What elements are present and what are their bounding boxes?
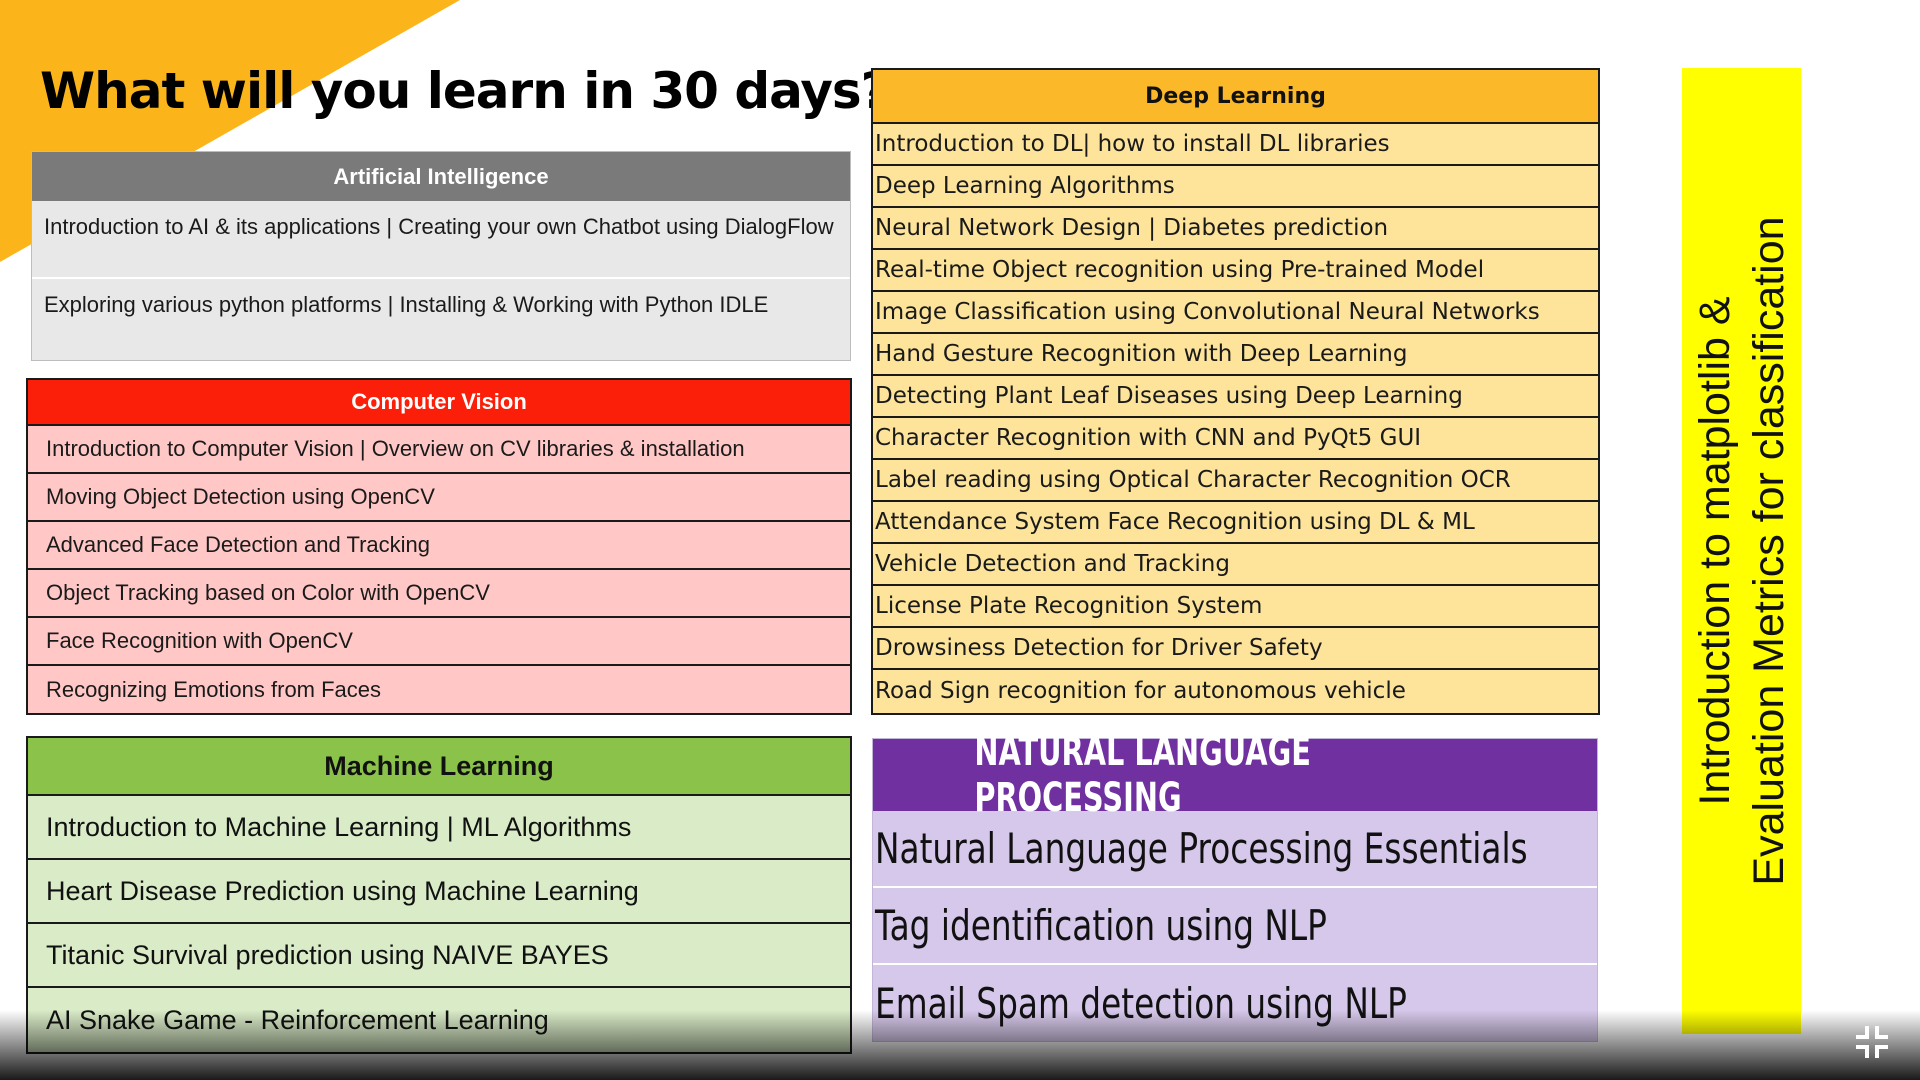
- dl-item-11: Vehicle Detection and Tracking: [873, 544, 1598, 586]
- dl-section: Deep Learning Introduction to DL| how to…: [871, 68, 1600, 715]
- dl-item-14: Road Sign recognition for autonomous veh…: [875, 678, 1406, 704]
- dl-item-13: Drowsiness Detection for Driver Safety: [873, 628, 1598, 670]
- banner-line-2: Evaluation Metrics for classification: [1744, 216, 1793, 886]
- cv-item-6: Recognizing Emotions from Faces: [46, 677, 382, 702]
- cv-section: Computer Vision Introduction to Computer…: [26, 378, 852, 715]
- nlp-item-1: Natural Language Processing Essentials: [873, 811, 1597, 888]
- dl-item-10: Attendance System Face Recognition using…: [873, 502, 1598, 544]
- ml-section: Machine Learning Introduction to Machine…: [26, 736, 852, 1054]
- nlp-item-2-label: Tag identification using NLP: [875, 901, 1327, 950]
- dl-item-5: Image Classification using Convolutional…: [873, 292, 1598, 334]
- nlp-header: NATURAL LANGUAGE PROCESSING: [873, 729, 1597, 821]
- cv-item-3: Advanced Face Detection and Tracking: [28, 522, 850, 570]
- ml-item-3: Titanic Survival prediction using NAIVE …: [28, 924, 850, 988]
- dl-item-6: Hand Gesture Recognition with Deep Learn…: [873, 334, 1598, 376]
- ml-header: Machine Learning: [28, 738, 850, 796]
- dl-item-12: License Plate Recognition System: [873, 586, 1598, 628]
- ai-section: Artificial Intelligence Introduction to …: [31, 151, 851, 361]
- cv-header: Computer Vision: [28, 380, 850, 426]
- nlp-header-label: NATURAL LANGUAGE PROCESSING: [974, 729, 1311, 821]
- ml-item-2: Heart Disease Prediction using Machine L…: [28, 860, 850, 924]
- dl-header: Deep Learning: [873, 70, 1598, 124]
- cv-item-2: Moving Object Detection using OpenCV: [28, 474, 850, 522]
- ml-item-1: Introduction to Machine Learning | ML Al…: [28, 796, 850, 860]
- nlp-item-1-label: Natural Language Processing Essentials: [875, 824, 1528, 873]
- exit-fullscreen-icon[interactable]: [1854, 1024, 1890, 1060]
- cv-item-5: Face Recognition with OpenCV: [28, 618, 850, 666]
- banner-line-1: Introduction to matplotlib &: [1690, 296, 1739, 806]
- ai-item-2: Exploring various python platforms | Ins…: [44, 292, 769, 317]
- ai-header: Artificial Intelligence: [32, 152, 850, 201]
- nlp-section: NATURAL LANGUAGE PROCESSING Natural Lang…: [872, 729, 1598, 1042]
- dl-item-1: Introduction to DL| how to install DL li…: [873, 124, 1598, 166]
- matplotlib-banner: Introduction to matplotlib & Evaluation …: [1682, 68, 1801, 1034]
- video-control-bar: [0, 1010, 1920, 1080]
- cv-item-4: Object Tracking based on Color with Open…: [28, 570, 850, 618]
- ai-item-1: Introduction to AI & its applications | …: [32, 201, 850, 279]
- page-title: What will you learn in 30 days?: [40, 62, 890, 120]
- nlp-item-2: Tag identification using NLP: [873, 888, 1597, 965]
- dl-item-3: Neural Network Design | Diabetes predict…: [873, 208, 1598, 250]
- cv-item-1: Introduction to Computer Vision | Overvi…: [28, 426, 850, 474]
- dl-item-7: Detecting Plant Leaf Diseases using Deep…: [873, 376, 1598, 418]
- dl-item-4: Real-time Object recognition using Pre-t…: [873, 250, 1598, 292]
- dl-item-2: Deep Learning Algorithms: [873, 166, 1598, 208]
- banner-text: Introduction to matplotlib & Evaluation …: [1688, 101, 1796, 1001]
- dl-item-8: Character Recognition with CNN and PyQt5…: [873, 418, 1598, 460]
- dl-item-9: Label reading using Optical Character Re…: [873, 460, 1598, 502]
